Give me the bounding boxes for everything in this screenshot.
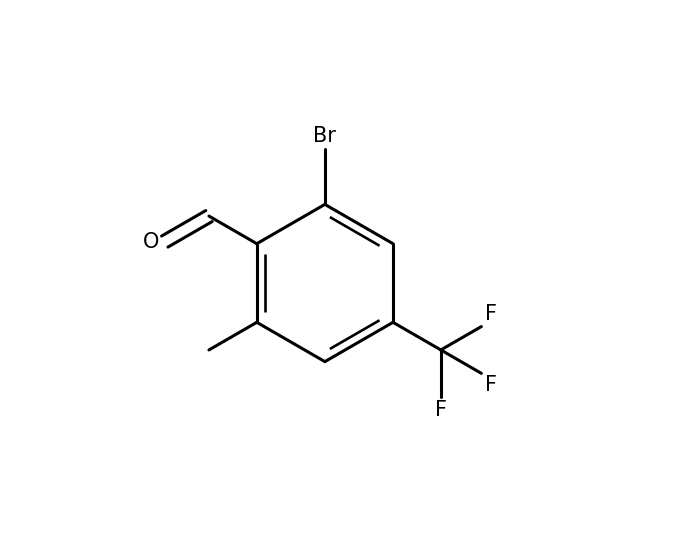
Text: O: O [143, 232, 160, 252]
Text: F: F [484, 375, 497, 395]
Text: F: F [484, 305, 497, 325]
Text: F: F [435, 400, 447, 420]
Text: Br: Br [313, 126, 336, 146]
